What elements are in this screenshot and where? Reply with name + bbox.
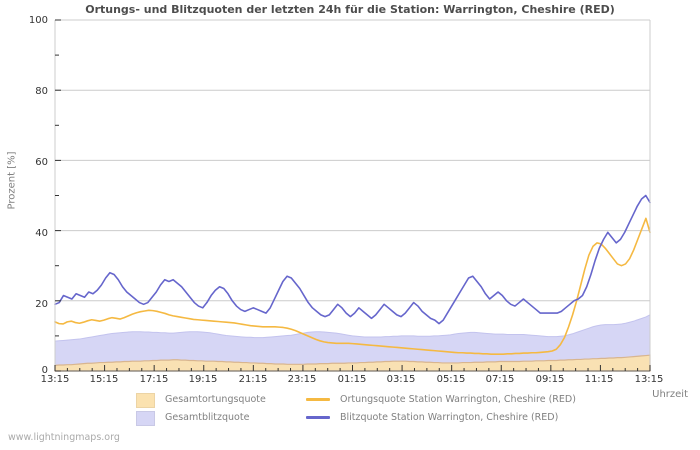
legend-swatch-ortungsquote-station — [306, 398, 330, 401]
x-tick-3: 19:15 — [188, 374, 218, 385]
y-tick-40: 40 — [35, 228, 48, 239]
y-tick-60: 60 — [35, 157, 48, 168]
legend-label-gesamtblitzquote: Gesamtblitzquote — [165, 412, 250, 423]
y-axis-label: Prozent [%] — [6, 151, 18, 210]
x-tick-11: 11:15 — [584, 374, 614, 385]
x-tick-2: 17:15 — [139, 374, 169, 385]
x-tick-5: 23:15 — [287, 374, 317, 385]
x-tick-7: 03:15 — [386, 374, 416, 385]
x-tick-10: 09:15 — [535, 374, 565, 385]
x-tick-8: 05:15 — [436, 374, 466, 385]
watermark: www.lightningmaps.org — [8, 432, 120, 443]
x-tick-9: 07:15 — [485, 374, 515, 385]
legend-label-ortungsquote-station: Ortungsquote Station Warrington, Cheshir… — [340, 394, 576, 405]
x-tick-1: 15:15 — [89, 374, 119, 385]
x-tick-0: 13:15 — [40, 374, 70, 385]
x-tick-12: 13:15 — [634, 374, 664, 385]
legend-label-gesamtortungsquote: Gesamtortungsquote — [165, 394, 266, 405]
x-tick-6: 01:15 — [337, 374, 367, 385]
legend-swatch-blitzquote-station — [306, 416, 330, 419]
y-tick-20: 20 — [35, 299, 48, 310]
chart-title: Ortungs- und Blitzquoten der letzten 24h… — [85, 3, 615, 16]
y-tick-0: 0 — [41, 365, 48, 376]
y-tick-80: 80 — [35, 86, 48, 97]
y-tick-100: 100 — [28, 15, 48, 26]
legend-swatch-gesamtblitzquote — [136, 411, 155, 426]
x-axis-label: Uhrzeit — [652, 389, 688, 400]
x-tick-4: 21:15 — [238, 374, 268, 385]
legend-label-blitzquote-station: Blitzquote Station Warrington, Cheshire … — [340, 412, 559, 423]
legend-swatch-gesamtortungsquote — [136, 393, 155, 408]
